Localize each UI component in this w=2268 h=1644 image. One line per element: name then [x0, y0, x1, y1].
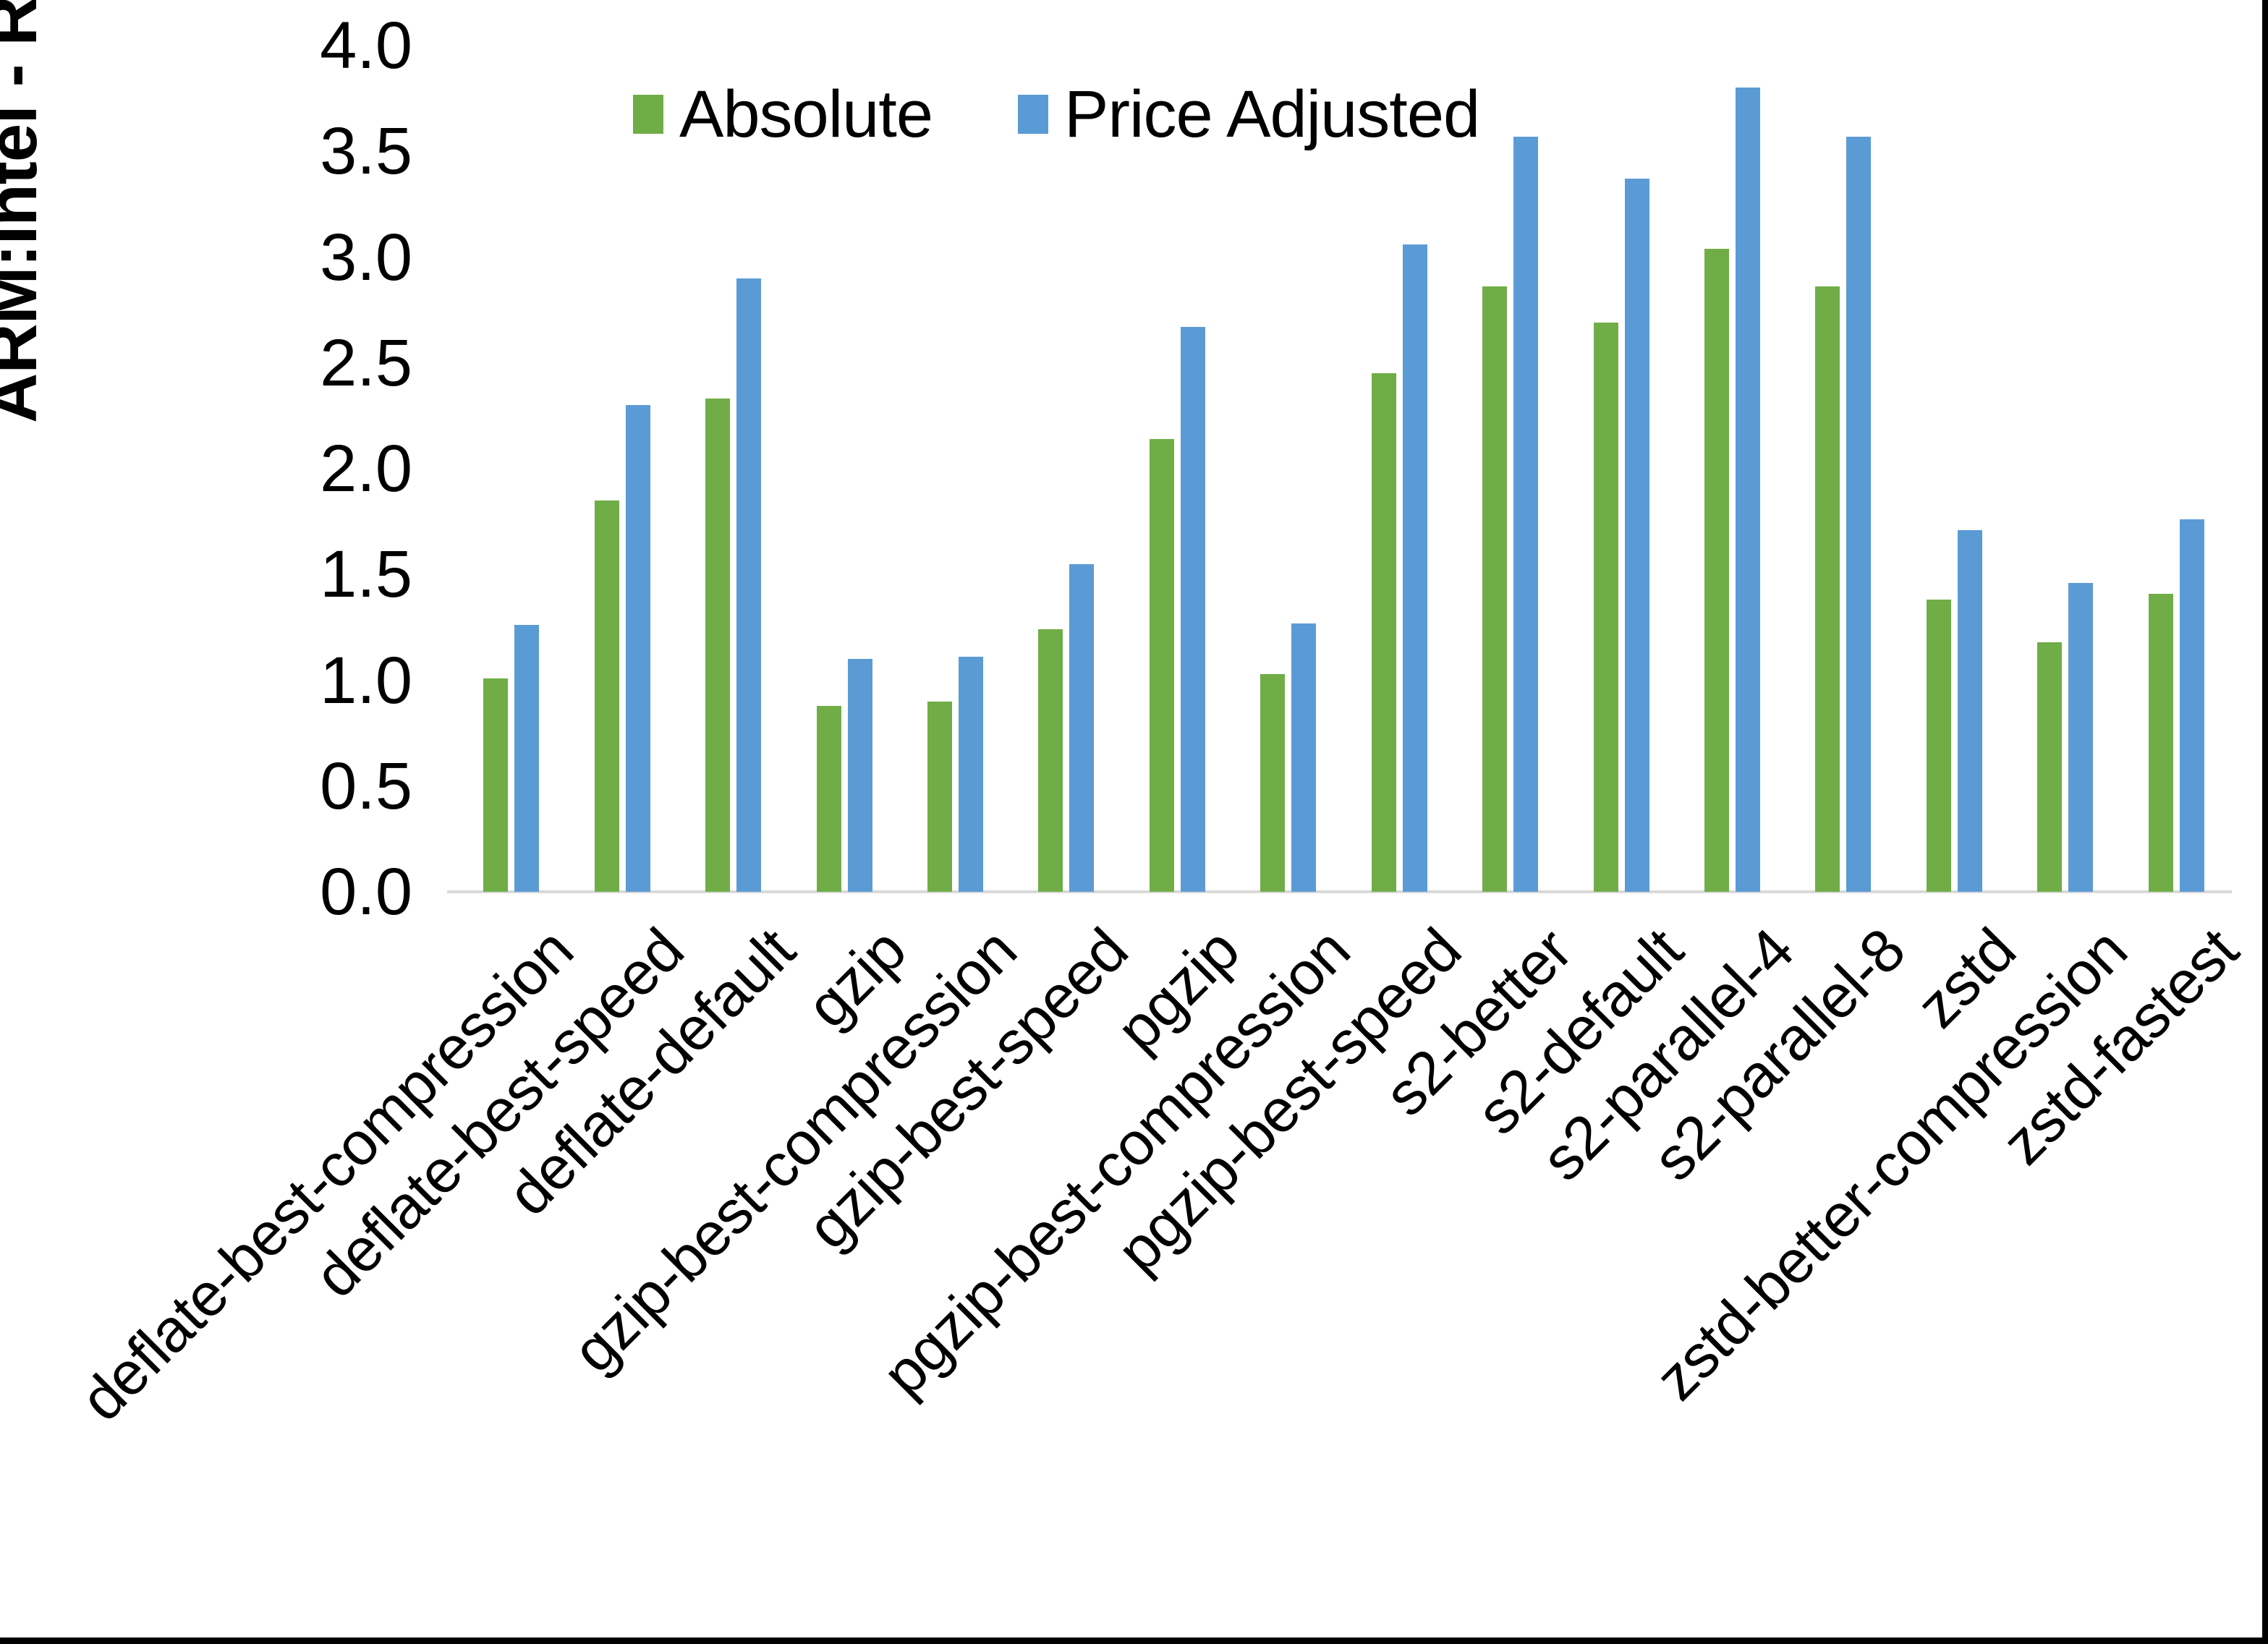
bar-group-pgzip-best-speed [1344, 244, 1455, 892]
y-tick-label: 1.0 [320, 643, 412, 717]
y-tick-label: 3.5 [320, 114, 412, 189]
bar-price-adjusted-pgzip [1180, 327, 1205, 892]
bar-absolute-deflate-best-speed [594, 501, 619, 892]
bar-absolute-gzip [816, 706, 841, 892]
legend-swatch-icon [633, 95, 663, 134]
legend-item-price-adjusted: Price Adjusted [1018, 77, 1480, 151]
legend-item-absolute: Absolute [633, 81, 933, 148]
bar-absolute-gzip-best-speed [1038, 629, 1063, 892]
bar-absolute-zstd-better-compression [2037, 642, 2063, 892]
bar-group-zstd-fastest [2121, 519, 2232, 892]
bar-group-deflate-best-speed [566, 405, 677, 892]
bar-price-adjusted-deflate-best-speed [625, 405, 650, 892]
bar-group-s2-parallel-4 [1677, 88, 1788, 892]
bar-group-gzip [789, 659, 899, 892]
y-axis-title: ARM:Intel - Relative Performance [0, 0, 53, 423]
bar-price-adjusted-deflate-default [736, 278, 762, 892]
screenshot-bottom-border [0, 1637, 2268, 1644]
bar-price-adjusted-gzip-best-compression [958, 657, 983, 892]
bar-price-adjusted-zstd-better-compression [2068, 583, 2094, 892]
bar-absolute-s2-parallel-8 [1815, 286, 1840, 892]
bar-price-adjusted-s2-parallel-8 [1846, 137, 1872, 892]
bar-group-deflate-best-compression [456, 625, 566, 892]
bar-absolute-zstd [1926, 600, 1951, 892]
y-tick-label: 1.5 [320, 537, 412, 612]
bar-price-adjusted-pgzip-best-compression [1291, 623, 1317, 892]
bar-group-gzip-best-compression [900, 657, 1011, 892]
bar-absolute-deflate-default [705, 399, 731, 892]
bar-price-adjusted-s2-better [1513, 137, 1539, 892]
legend-swatch-icon [1018, 95, 1049, 134]
y-tick-label: 2.0 [320, 432, 412, 506]
bar-absolute-pgzip-best-speed [1371, 373, 1396, 892]
bar-group-s2-better [1455, 137, 1566, 892]
plot-area [456, 46, 2232, 892]
bar-group-zstd [1899, 530, 2010, 892]
bar-group-s2-default [1566, 179, 1676, 892]
bar-group-pgzip [1122, 327, 1233, 892]
bar-absolute-s2-default [1593, 323, 1618, 892]
bar-absolute-pgzip-best-compression [1260, 674, 1286, 892]
bar-group-zstd-better-compression [2010, 583, 2120, 892]
bar-absolute-s2-parallel-4 [1704, 249, 1730, 892]
legend-label: Price Adjusted [1064, 77, 1480, 151]
x-axis-line [447, 890, 2232, 893]
bar-price-adjusted-zstd-fastest [2179, 519, 2204, 892]
bar-price-adjusted-pgzip-best-speed [1402, 244, 1427, 892]
bar-price-adjusted-gzip-best-speed [1069, 564, 1095, 892]
bar-absolute-deflate-best-compression [483, 678, 509, 892]
y-tick-label: 0.5 [320, 749, 412, 823]
bar-absolute-pgzip [1149, 439, 1174, 892]
y-tick-label: 3.0 [320, 220, 412, 294]
screenshot-right-border [2262, 0, 2268, 1644]
bar-price-adjusted-gzip [847, 659, 872, 892]
bar-group-pgzip-best-compression [1233, 623, 1343, 892]
y-tick-label: 0.0 [320, 855, 412, 929]
bar-group-deflate-default [678, 278, 789, 892]
bar-price-adjusted-s2-default [1624, 179, 1649, 892]
bar-price-adjusted-zstd [1957, 530, 1982, 892]
bar-price-adjusted-s2-parallel-4 [1736, 88, 1761, 892]
bar-group-gzip-best-speed [1011, 564, 1121, 892]
legend: Absolute Price Adjusted [633, 77, 1480, 151]
bar-absolute-zstd-fastest [2148, 594, 2173, 892]
legend-label: Absolute [679, 77, 933, 151]
bar-absolute-gzip-best-compression [927, 702, 952, 892]
bar-group-s2-parallel-8 [1788, 137, 1898, 892]
y-tick-label: 2.5 [320, 325, 412, 400]
y-tick-label: 4.0 [320, 9, 412, 82]
bar-price-adjusted-deflate-best-compression [514, 625, 540, 892]
bar-absolute-s2-better [1482, 286, 1508, 892]
